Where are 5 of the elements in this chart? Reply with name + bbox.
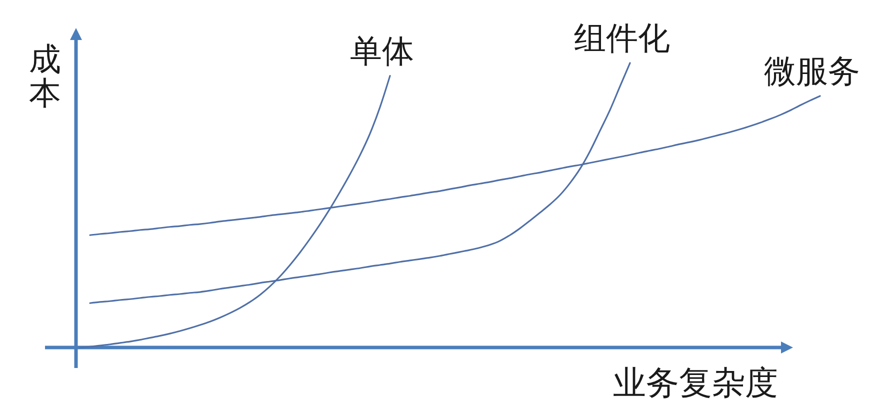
series-label: 单体	[350, 32, 414, 70]
y-axis-title: 成本	[29, 40, 61, 112]
series-label: 组件化	[574, 19, 670, 57]
x-axis-title: 业务复杂度	[613, 363, 778, 402]
series-label: 微服务	[764, 52, 860, 90]
